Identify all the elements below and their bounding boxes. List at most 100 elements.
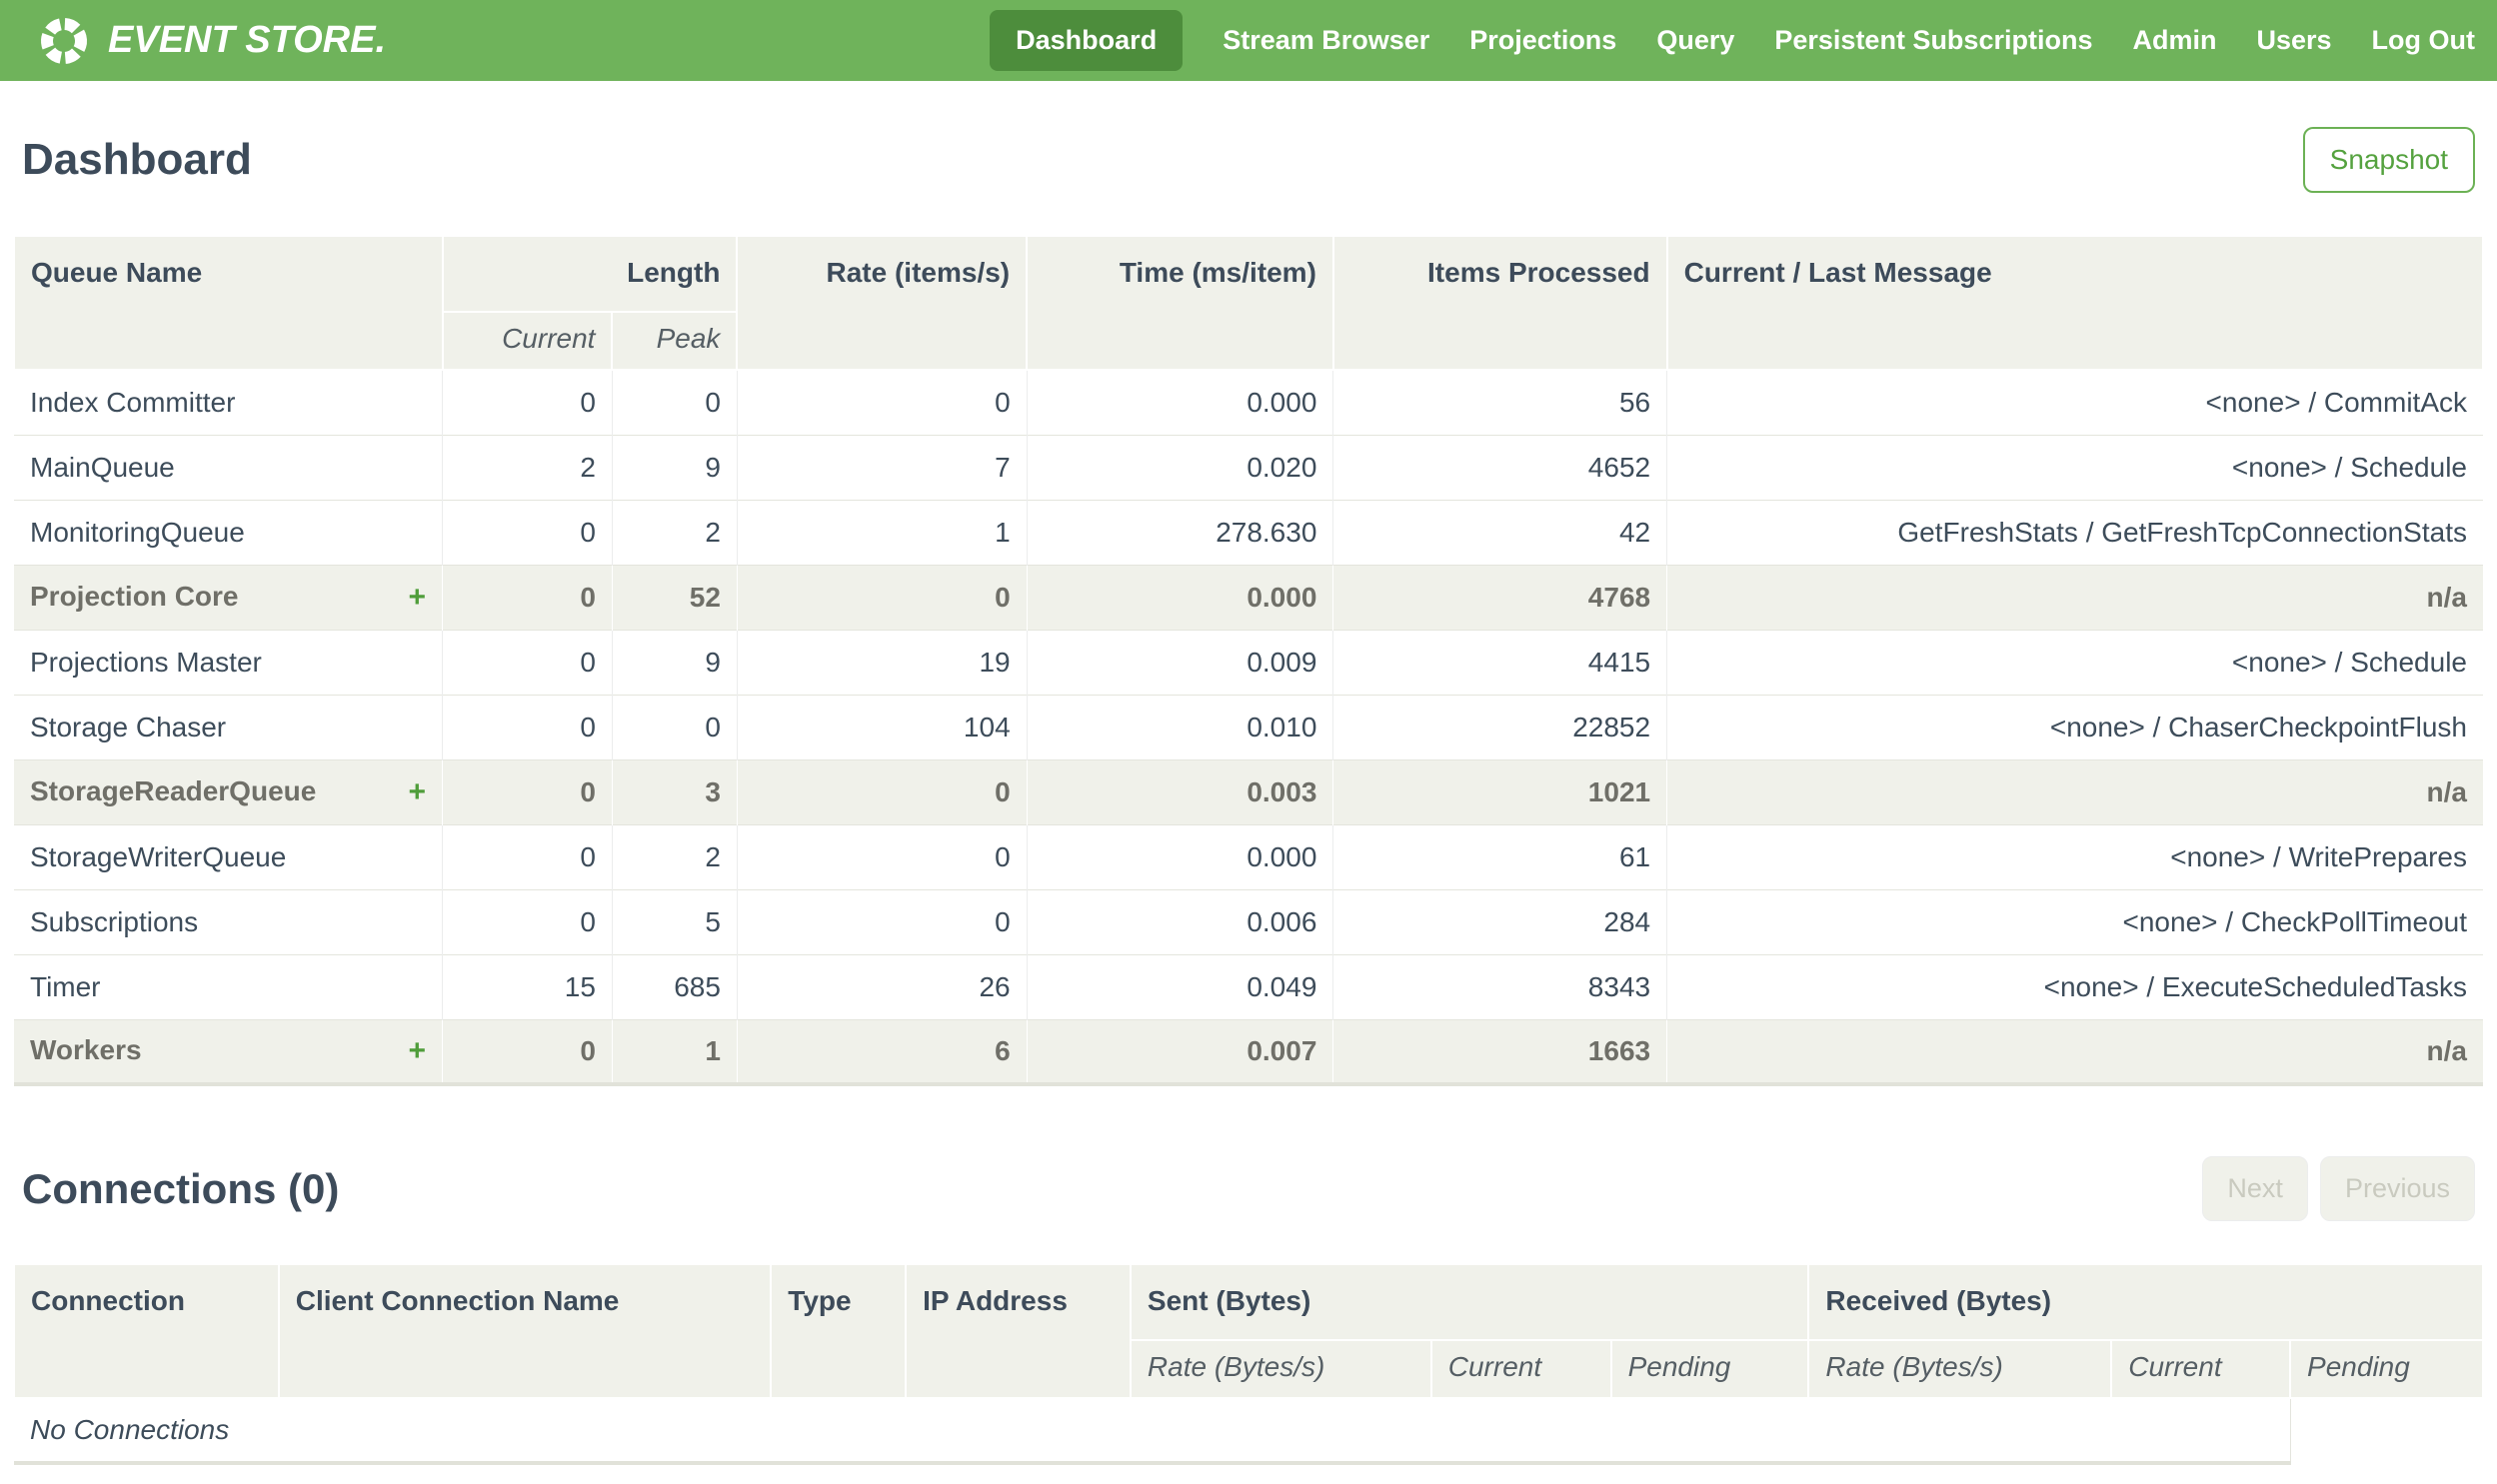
nav-item-dashboard[interactable]: Dashboard bbox=[990, 10, 1184, 71]
queue-name-cell: MainQueue bbox=[14, 434, 443, 500]
queue-name: MainQueue bbox=[30, 451, 175, 483]
cell-current: 0 bbox=[442, 823, 613, 889]
table-row: StorageReaderQueue +0 3 0 0.003 1021 n/a bbox=[14, 758, 2483, 824]
table-row: Subscriptions 0 5 0 0.006 284 <none> / CheckPo… bbox=[14, 888, 2483, 954]
cell-peak: 1 bbox=[611, 1018, 738, 1084]
connections-table-header: Connection Client Connection Name Type I… bbox=[13, 1263, 2484, 1399]
cell-time: 278.630 bbox=[1026, 499, 1333, 565]
col-header-received-rate: Rate (Bytes/s) bbox=[1807, 1339, 2113, 1399]
cell-peak: 0 bbox=[611, 369, 738, 435]
pager: Next Previous bbox=[2202, 1156, 2475, 1221]
col-header-message: Current / Last Message bbox=[1665, 235, 2485, 371]
table-row: MainQueue 2 9 7 0.020 4652 <none> / Schedule bbox=[14, 434, 2483, 500]
queue-name-cell: Index Committer bbox=[14, 369, 443, 435]
cell-rate: 0 bbox=[736, 888, 1028, 954]
col-header-ip-address: IP Address bbox=[905, 1263, 1132, 1399]
cell-current: 0 bbox=[442, 758, 613, 824]
nav-item-query[interactable]: Query bbox=[1656, 25, 1735, 55]
cell-current: 0 bbox=[442, 694, 613, 759]
cell-time: 0.000 bbox=[1026, 369, 1333, 435]
queue-name-cell: Projections Master bbox=[14, 629, 443, 695]
cell-rate: 0 bbox=[736, 564, 1028, 630]
nav-items: Dashboard Stream Browser Projections Query P… bbox=[990, 10, 2475, 71]
table-row: Workers +0 1 6 0.007 1663 n/a bbox=[14, 1018, 2483, 1084]
cell-rate: 0 bbox=[736, 369, 1028, 435]
expand-icon[interactable]: + bbox=[408, 774, 427, 808]
col-header-time: Time (ms/item) bbox=[1026, 235, 1334, 371]
cell-message: n/a bbox=[1666, 758, 2483, 824]
cell-time: 0.007 bbox=[1026, 1018, 1333, 1084]
snapshot-button[interactable]: Snapshot bbox=[2302, 127, 2475, 193]
queue-table-header: Queue Name Length Rate (items/s) Time (m… bbox=[13, 235, 2485, 371]
connections-table-body: No Connections bbox=[14, 1397, 2483, 1465]
expand-icon[interactable]: + bbox=[408, 580, 427, 614]
nav-item-admin[interactable]: Admin bbox=[2132, 25, 2217, 55]
cell-current: 0 bbox=[442, 888, 613, 954]
cell-current: 2 bbox=[442, 434, 613, 500]
nav-item-log-out[interactable]: Log Out bbox=[2371, 25, 2475, 55]
next-button[interactable]: Next bbox=[2202, 1156, 2308, 1221]
queue-name: StorageReaderQueue bbox=[30, 774, 317, 806]
eventstore-logo-icon bbox=[36, 13, 92, 69]
col-header-sent-current: Current bbox=[1429, 1339, 1612, 1399]
col-header-sent: Sent (Bytes) bbox=[1129, 1263, 1810, 1341]
cell-peak: 9 bbox=[611, 629, 738, 695]
expand-icon[interactable]: + bbox=[408, 1033, 427, 1067]
queue-name: Projection Core bbox=[30, 580, 239, 612]
cell-current: 0 bbox=[442, 499, 613, 565]
cell-current: 0 bbox=[442, 629, 613, 695]
nav-item-stream-browser[interactable]: Stream Browser bbox=[1223, 25, 1430, 55]
table-row: Timer 15 685 26 0.049 8343 <none> / ExecuteSch… bbox=[14, 953, 2483, 1019]
cell-current: 0 bbox=[442, 369, 613, 435]
col-header-length-current: Current bbox=[441, 311, 614, 371]
brand: EVENT STORE. bbox=[36, 13, 386, 69]
cell-message: <none> / Schedule bbox=[1666, 629, 2483, 695]
cell-items: 4768 bbox=[1332, 564, 1667, 630]
cell-message: <none> / WritePrepares bbox=[1666, 823, 2483, 889]
cell-peak: 685 bbox=[611, 953, 738, 1019]
cell-peak: 2 bbox=[611, 823, 738, 889]
cell-peak: 9 bbox=[611, 434, 738, 500]
cell-time: 0.000 bbox=[1026, 564, 1333, 630]
filler-cell bbox=[2290, 1398, 2483, 1463]
col-header-received: Received (Bytes) bbox=[1807, 1263, 2484, 1341]
cell-message: <none> / Schedule bbox=[1666, 434, 2483, 500]
queue-name-cell: Storage Chaser bbox=[14, 694, 443, 759]
cell-items: 8343 bbox=[1332, 953, 1667, 1019]
nav-item-users[interactable]: Users bbox=[2256, 25, 2332, 55]
cell-items: 56 bbox=[1332, 369, 1667, 435]
cell-peak: 5 bbox=[611, 888, 738, 954]
page-header: Dashboard Snapshot bbox=[22, 127, 2475, 193]
cell-time: 0.000 bbox=[1026, 823, 1333, 889]
cell-items: 4652 bbox=[1332, 434, 1667, 500]
col-header-client-connection-name: Client Connection Name bbox=[277, 1263, 773, 1399]
queue-name-cell: StorageReaderQueue + bbox=[14, 758, 443, 824]
cell-rate: 6 bbox=[736, 1018, 1028, 1084]
empty-row: No Connections bbox=[14, 1397, 2483, 1465]
queue-table-body: Index Committer 0 0 0 0.000 56 <none> / Commit… bbox=[14, 369, 2483, 1084]
table-row: Projections Master 0 9 19 0.009 4415 <none> / … bbox=[14, 629, 2483, 695]
cell-items: 1663 bbox=[1332, 1018, 1667, 1084]
cell-message: <none> / ChaserCheckpointFlush bbox=[1666, 694, 2483, 759]
queue-table: Queue Name Length Rate (items/s) Time (m… bbox=[13, 235, 2485, 1086]
queue-name: Projections Master bbox=[30, 646, 262, 678]
queue-name: StorageWriterQueue bbox=[30, 840, 287, 872]
queue-name-cell: StorageWriterQueue bbox=[14, 823, 443, 889]
cell-items: 284 bbox=[1332, 888, 1667, 954]
cell-rate: 0 bbox=[736, 823, 1028, 889]
queue-name: Timer bbox=[30, 970, 101, 1002]
col-header-received-current: Current bbox=[2110, 1339, 2292, 1399]
queue-name: Index Committer bbox=[30, 386, 236, 418]
connections-title: Connections (0) bbox=[22, 1164, 340, 1212]
cell-time: 0.003 bbox=[1026, 758, 1333, 824]
table-row: StorageWriterQueue 0 2 0 0.000 61 <none> / Wri… bbox=[14, 823, 2483, 889]
previous-button[interactable]: Previous bbox=[2319, 1156, 2475, 1221]
cell-current: 0 bbox=[442, 1018, 613, 1084]
cell-items: 42 bbox=[1332, 499, 1667, 565]
queue-name-cell: Workers + bbox=[14, 1018, 443, 1084]
nav-item-projections[interactable]: Projections bbox=[1469, 25, 1617, 55]
nav-item-persistent-subscriptions[interactable]: Persistent Subscriptions bbox=[1774, 25, 2093, 55]
cell-message: n/a bbox=[1666, 1018, 2483, 1084]
cell-time: 0.006 bbox=[1026, 888, 1333, 954]
cell-items: 61 bbox=[1332, 823, 1667, 889]
